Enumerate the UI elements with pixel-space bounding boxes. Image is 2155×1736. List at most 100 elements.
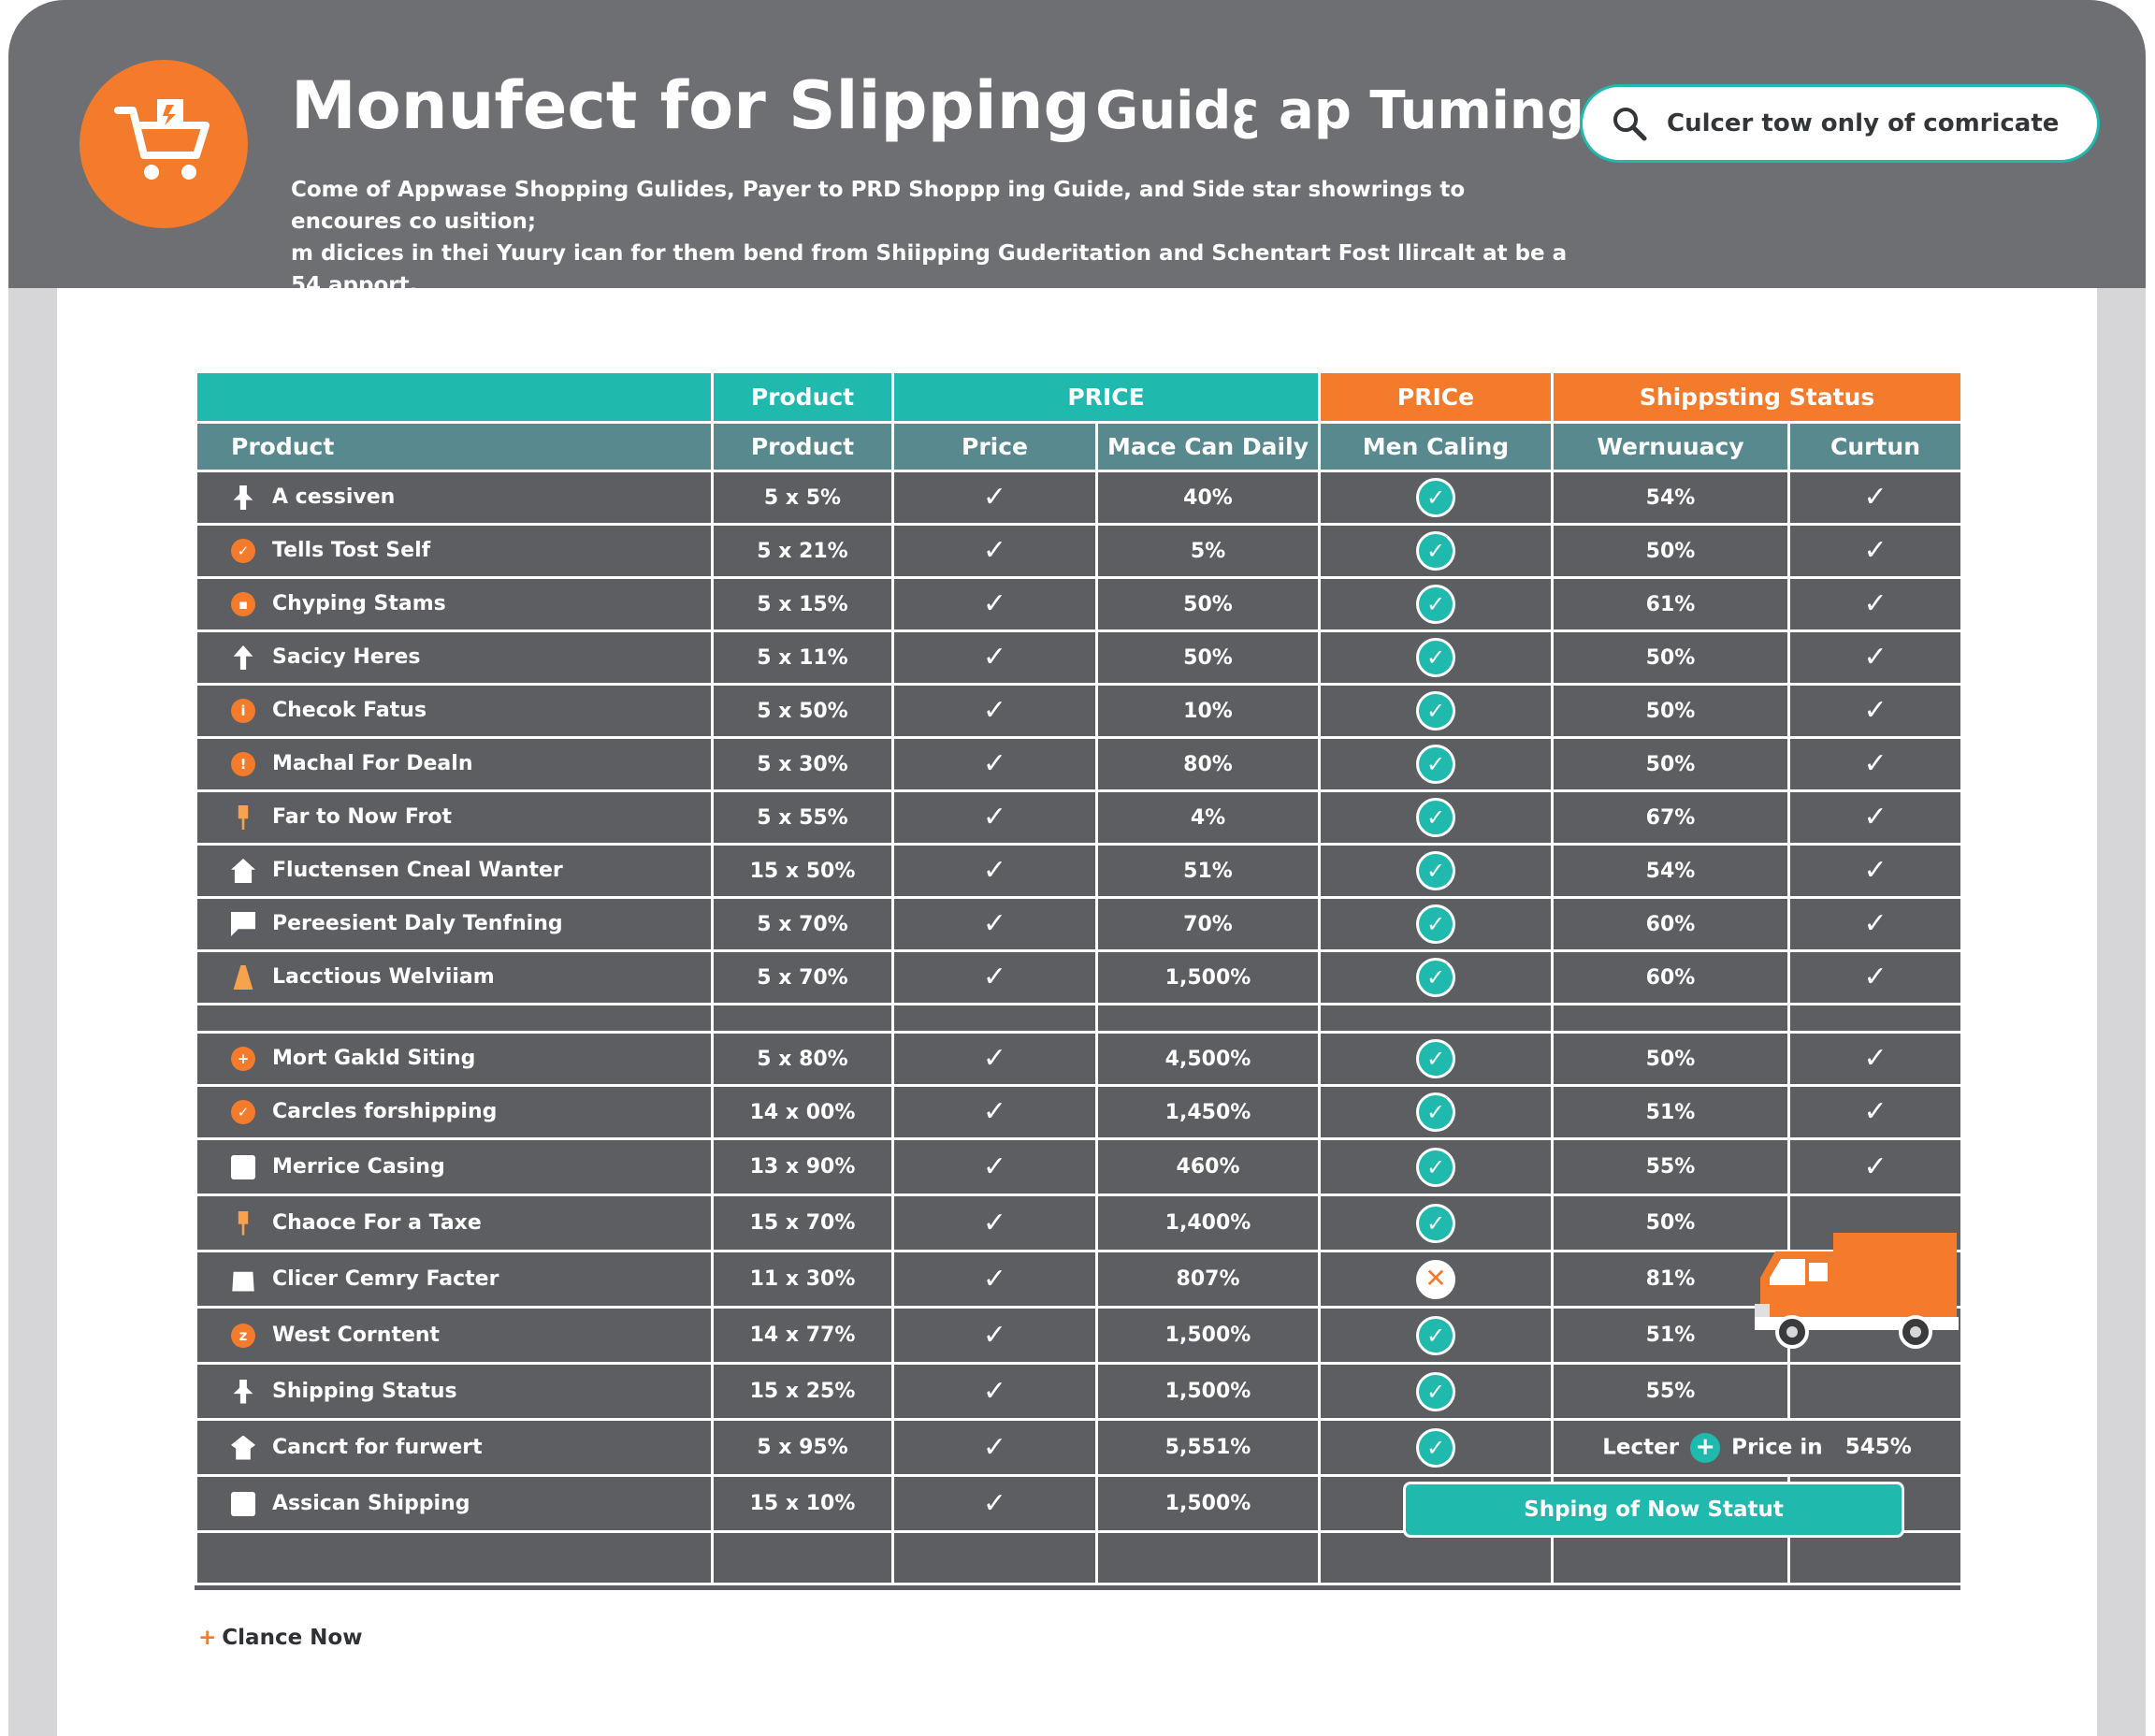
status-ok-icon[interactable]: ✓	[1416, 1315, 1455, 1355]
product-name: Fluctensen Cneal Wanter	[272, 859, 563, 882]
checkmark-icon: ✓	[982, 1374, 1007, 1408]
table-row[interactable]: + Mort Gakld Siting 5 x 80% ✓ 4,500% ✓ 50% ✓	[195, 1031, 1964, 1087]
table-row[interactable]: Chaoce For a Taxe 15 x 70% ✓ 1,400% ✓ 50%	[195, 1194, 1964, 1252]
status-cell[interactable]: ✓	[1318, 949, 1554, 1005]
table-row[interactable]: ▪ Chyping Stams 5 x 15% ✓ 50% ✓ 61% ✓	[195, 576, 1964, 632]
status-ok-icon[interactable]: ✓	[1416, 798, 1455, 837]
table-row[interactable]: Cancrt for furwert 5 x 95% ✓ 5,551% ✓ Lecter +…	[195, 1418, 1964, 1477]
product-size-cell: 5 x 5%	[711, 470, 894, 526]
product-name: Pereesient Daly Tenfning	[272, 912, 563, 935]
checkmark-icon: ✓	[982, 1430, 1007, 1464]
table-row[interactable]: Shipping Status 15 x 25% ✓ 1,500% ✓ 55%	[195, 1362, 1964, 1421]
status-ok-icon[interactable]: ✓	[1416, 904, 1455, 944]
status-fail-icon[interactable]: ✕	[1416, 1259, 1455, 1299]
col-header-curtun[interactable]: Curtun	[1786, 421, 1964, 472]
status-ok-icon[interactable]: ✓	[1416, 1092, 1455, 1132]
daily-cell: 51%	[1095, 843, 1321, 899]
status-ok-icon[interactable]: ✓	[1416, 745, 1455, 784]
table-row[interactable]: Merrice Casing 13 x 90% ✓ 460% ✓ 55% ✓	[195, 1137, 1964, 1196]
table-row[interactable]: Fluctensen Cneal Wanter 15 x 50% ✓ 51% ✓ 54% ✓	[195, 843, 1964, 899]
status-ok-icon[interactable]: ✓	[1416, 851, 1455, 890]
status-ok-icon[interactable]: ✓	[1416, 691, 1455, 731]
price-check-cell: ✓	[891, 1418, 1098, 1477]
col-header-product[interactable]: Product	[711, 421, 894, 472]
status-ok-icon[interactable]: ✓	[1416, 638, 1455, 677]
product-name: Merrice Casing	[272, 1154, 445, 1179]
search-placeholder: Culcer tow only of comricate	[1667, 109, 2060, 137]
delivery-truck-icon	[1755, 1233, 1959, 1349]
table-row[interactable]: ! Machal For Dealn 5 x 30% ✓ 80% ✓ 50% ✓	[195, 736, 1964, 792]
bag-icon	[232, 1271, 254, 1292]
col-header-daily[interactable]: Mace Can Daily	[1095, 421, 1321, 472]
status-cell[interactable]: ✓	[1318, 843, 1554, 899]
clance-now-label: Clance Now	[222, 1626, 363, 1650]
page-header: Monufect for Slipping Guidꜫ ap Tuming Co…	[8, 0, 2146, 297]
status-ok-icon[interactable]: ✓	[1416, 1147, 1455, 1187]
status-ok-icon[interactable]: ✓	[1416, 958, 1455, 997]
product-size-cell: 5 x 55%	[711, 789, 894, 846]
status-ok-icon[interactable]: ✓	[1416, 1203, 1455, 1243]
product-size-cell: 5 x 95%	[711, 1418, 894, 1477]
status-cell[interactable]: ✓	[1318, 1362, 1554, 1421]
shipping-table: Product PRICE PRICe Shippsting Status Pr…	[195, 370, 1964, 1590]
product-name-cell: Fluctensen Cneal Wanter	[195, 843, 714, 899]
group-header-price-alt[interactable]: PRICe	[1318, 370, 1554, 424]
wernuuacy-cell: 50%	[1551, 523, 1790, 579]
spacer-cell	[1551, 1003, 1790, 1034]
status-cell[interactable]: ✓	[1318, 1031, 1554, 1087]
group-header-shipping-status[interactable]: Shippsting Status	[1550, 370, 1964, 424]
status-cell[interactable]: ✕	[1318, 1250, 1554, 1309]
table-row[interactable]: Clicer Cemry Facter 11 x 30% ✓ 807% ✕ 81%	[195, 1250, 1964, 1309]
shipping-status-button[interactable]: Shping of Now Statut	[1403, 1482, 1904, 1538]
search-input[interactable]: Culcer tow only of comricate	[1580, 84, 2100, 163]
status-cell[interactable]: ✓	[1318, 576, 1554, 632]
table-row[interactable]: Far to Now Frot 5 x 55% ✓ 4% ✓ 67% ✓	[195, 789, 1964, 846]
table-row[interactable]: ✓ Tells Tost Self 5 x 21% ✓ 5% ✓ 50% ✓	[195, 523, 1964, 579]
col-header-men-caling[interactable]: Men Caling	[1318, 421, 1554, 472]
table-row[interactable]: Lacctious Welviiam 5 x 70% ✓ 1,500% ✓ 60% ✓	[195, 949, 1964, 1005]
col-header-wernuuacy[interactable]: Wernuuacy	[1551, 421, 1790, 472]
table-row[interactable]: i Checok Fatus 5 x 50% ✓ 10% ✓ 50% ✓	[195, 683, 1964, 739]
checkmark-icon: ✓	[982, 1150, 1007, 1183]
status-cell[interactable]: ✓	[1318, 683, 1554, 739]
col-header-price[interactable]: Price	[891, 421, 1098, 472]
table-row[interactable]: z West Corntent 14 x 77% ✓ 1,500% ✓ 51%	[195, 1306, 1964, 1365]
table-row[interactable]: ✓ Carcles forshipping 14 x 00% ✓ 1,450% ✓ 51% ✓	[195, 1084, 1964, 1140]
status-cell[interactable]: ✓	[1318, 1084, 1554, 1140]
status-cell[interactable]: ✓	[1318, 789, 1554, 846]
info-circle-icon: i	[231, 699, 255, 723]
col-header-product-name[interactable]: Product	[195, 421, 714, 472]
product-name-cell: Chaoce For a Taxe	[195, 1194, 714, 1252]
status-cell[interactable]: ✓	[1318, 1306, 1554, 1365]
status-cell[interactable]: ✓	[1318, 523, 1554, 579]
group-header-product[interactable]: Product	[711, 370, 894, 424]
status-ok-icon[interactable]: ✓	[1416, 1371, 1455, 1411]
status-ok-icon[interactable]: ✓	[1416, 1427, 1455, 1468]
curtun-cell: ✓	[1786, 470, 1964, 526]
table-row[interactable]: Pereesient Daly Tenfning 5 x 70% ✓ 70% ✓ 60% ✓	[195, 896, 1964, 952]
checkmark-icon: ✓	[982, 694, 1007, 727]
group-header-price[interactable]: PRICE	[891, 370, 1321, 424]
add-plus-icon[interactable]: +	[1690, 1432, 1721, 1463]
status-cell[interactable]: ✓	[1318, 896, 1554, 952]
curtun-cell: ✓	[1786, 789, 1964, 846]
status-cell[interactable]: ✓	[1318, 736, 1554, 792]
clance-now-link[interactable]: + Clance Now	[198, 1626, 362, 1650]
table-row[interactable]: A cessiven 5 x 5% ✓ 40% ✓ 54% ✓	[195, 470, 1964, 526]
curtun-cell: ✓	[1786, 1084, 1964, 1140]
note-value: 545%	[1844, 1435, 1912, 1459]
product-size-cell: 15 x 70%	[711, 1194, 894, 1252]
product-name-cell: z West Corntent	[195, 1306, 714, 1365]
status-cell[interactable]: ✓	[1318, 1418, 1554, 1477]
status-ok-icon[interactable]: ✓	[1416, 531, 1455, 571]
status-cell[interactable]: ✓	[1318, 1137, 1554, 1196]
price-check-cell: ✓	[891, 523, 1098, 579]
status-cell[interactable]: ✓	[1318, 1194, 1554, 1252]
status-ok-icon[interactable]: ✓	[1416, 1039, 1455, 1078]
status-cell[interactable]: ✓	[1318, 629, 1554, 686]
status-cell[interactable]: ✓	[1318, 470, 1554, 526]
status-ok-icon[interactable]: ✓	[1416, 478, 1455, 517]
status-ok-icon[interactable]: ✓	[1416, 585, 1455, 624]
box-icon	[231, 1154, 255, 1179]
table-row[interactable]: Sacicy Heres 5 x 11% ✓ 50% ✓ 50% ✓	[195, 629, 1964, 686]
